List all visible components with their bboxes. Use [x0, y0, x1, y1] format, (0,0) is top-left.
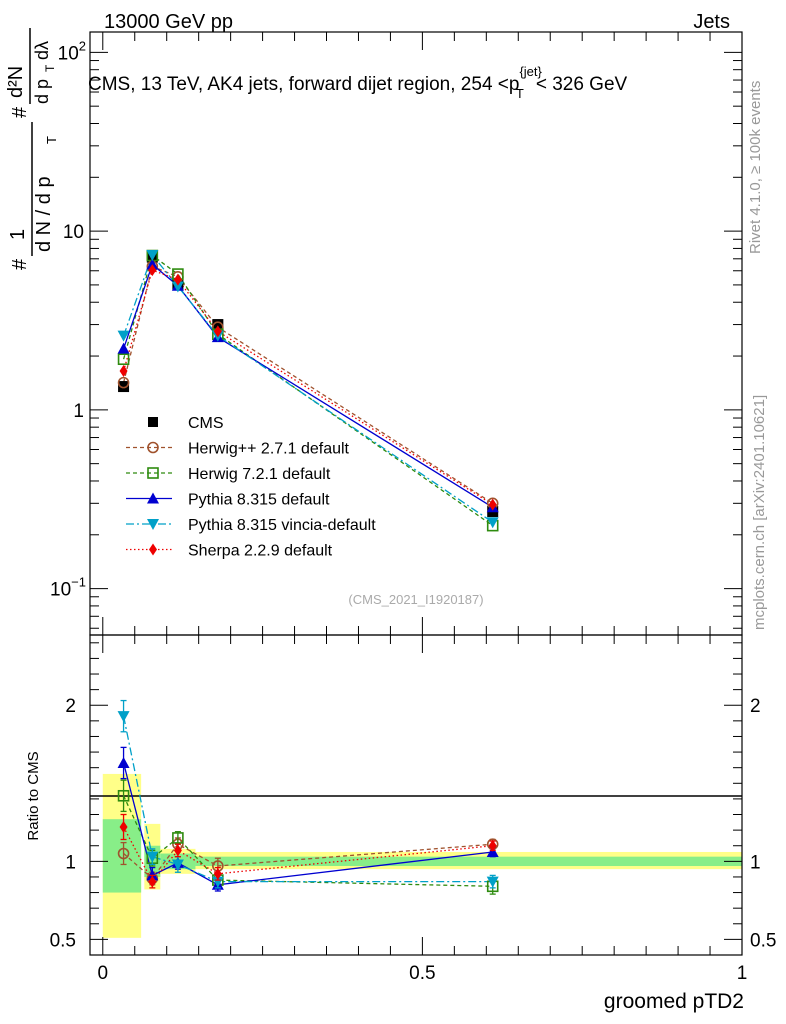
ratio-y-tick-label-left: 1 — [65, 852, 76, 873]
ratio-y-tick-label-right: 1 — [750, 852, 761, 873]
main-data-point — [171, 281, 184, 293]
ratio-series-line — [122, 716, 493, 883]
legend-label: Pythia 8.315 default — [188, 492, 330, 509]
analysis-id-watermark: (CMS_2021_I1920187) — [348, 592, 483, 607]
main-data-point — [173, 273, 182, 286]
legend-marker — [149, 543, 157, 556]
main-data-point — [117, 353, 130, 366]
ratio-series-line — [123, 826, 493, 883]
ratio-data-point — [486, 876, 499, 888]
main-data-point — [146, 250, 159, 262]
legend-label: Herwig++ 2.7.1 default — [188, 441, 350, 458]
legend-label: Herwig 7.2.1 default — [188, 466, 331, 483]
ratio-data-point — [146, 851, 159, 863]
tick-base: 10 — [58, 43, 79, 64]
ratio-data-point — [213, 867, 222, 880]
legend-label: Sherpa 2.2.9 default — [188, 543, 333, 560]
ratio-data-point — [488, 839, 497, 852]
ratio-data-point — [172, 832, 184, 844]
ratio-series-markers — [117, 699, 499, 895]
title-sup-jet: {jet} — [519, 64, 542, 79]
main-data-point — [213, 325, 222, 338]
ratio-stat-uncertainty-band — [102, 819, 142, 893]
ratio-data-point — [173, 844, 182, 857]
ratio-uncertainty-bands — [102, 773, 742, 938]
ylabel-d2N: d²N — [5, 66, 27, 98]
tick-base: 10 — [50, 580, 71, 601]
x-tick-label: 0.5 — [409, 963, 435, 984]
legend-label: CMS — [188, 415, 224, 432]
ratio-data-point — [119, 821, 128, 833]
ylabel-one: 1 — [7, 229, 29, 240]
main-data-point — [117, 342, 130, 354]
ratio-stat-uncertainty-band — [195, 856, 742, 867]
ylabel-T2: T — [43, 64, 57, 72]
title-sub-T: T — [516, 86, 524, 101]
main-data-point — [119, 364, 128, 377]
legend-marker — [147, 492, 159, 504]
main-y-tick-label: 1 — [73, 401, 84, 422]
ratio-axis-ticks: 0.5 0.51 12 20 0.5 1 — [50, 635, 776, 984]
legend-marker — [147, 467, 159, 479]
legend-label: Pythia 8.315 vincia-default — [188, 517, 376, 534]
legend-marker — [147, 441, 159, 454]
main-data-point — [486, 517, 499, 529]
ratio-data-point — [148, 875, 157, 888]
mcplots-label: mcplots.cern.ch [arXiv:2401.10621] — [751, 395, 768, 630]
ratio-data-point — [117, 789, 130, 802]
main-y-tick-label: 10−1 — [50, 575, 86, 601]
main-data-point — [118, 381, 130, 393]
title-part-2: < 326 GeV — [536, 74, 628, 95]
ylabel-hash-2: # — [9, 106, 31, 118]
ylabel-T1: T — [44, 136, 59, 144]
main-y-tick-label: 10 — [63, 222, 84, 243]
ratio-data-point — [117, 711, 130, 723]
main-data-point — [117, 330, 130, 342]
title-part-1: CMS, 13 TeV, AK4 jets, forward dijet reg… — [88, 74, 519, 95]
ratio-y-tick-label-right: 0.5 — [750, 930, 776, 951]
ratio-y-tick-label-left: 0.5 — [50, 930, 76, 951]
main-data-point — [148, 264, 157, 277]
energy-label: 13000 GeV pp — [104, 11, 233, 33]
main-series-line — [122, 253, 494, 523]
main-series-lines — [122, 253, 494, 527]
main-data-point — [117, 376, 130, 389]
main-title: CMS, 13 TeV, AK4 jets, forward dijet reg… — [88, 64, 628, 101]
ratio-data-point — [117, 847, 130, 860]
x-tick-label: 0 — [97, 963, 108, 984]
ratio-y-tick-label-right: 2 — [750, 696, 761, 717]
tick-exponent: 2 — [79, 38, 86, 53]
main-data-point — [212, 319, 224, 331]
ylabel-dN: d N / d p — [33, 176, 55, 252]
ratio-y-axis-label: Ratio to CMS — [25, 751, 42, 840]
main-data-point — [488, 498, 497, 511]
ratio-y-tick-label-left: 2 — [65, 696, 76, 717]
legend: CMS Herwig++ 2.7.1 default Herwig 7.2.1 de… — [126, 415, 376, 560]
main-series-markers — [117, 249, 499, 532]
legend-marker — [147, 519, 159, 530]
main-y-axis-label: # 1 d N / d p T # d²N d p T dλ — [5, 28, 59, 270]
main-y-tick-label: 102 — [58, 38, 86, 64]
ratio-data-point — [171, 859, 184, 871]
x-axis-label: groomed pTD2 — [604, 990, 744, 1013]
ylabel-dp: d p — [32, 79, 52, 104]
category-label: Jets — [693, 11, 730, 33]
legend-marker — [148, 417, 158, 427]
x-tick-label: 1 — [737, 963, 748, 984]
ratio-data-point — [117, 757, 130, 768]
ratio-data-point — [211, 876, 224, 888]
ylabel-dlambda: dλ — [32, 41, 52, 60]
ylabel-hash: # — [9, 258, 31, 270]
ratio-plot-frame — [89, 634, 743, 956]
rivet-version-label: Rivet 4.1.0, ≥ 100k events — [747, 81, 764, 254]
main-data-point — [146, 258, 159, 270]
tick-exponent: −1 — [71, 575, 86, 590]
